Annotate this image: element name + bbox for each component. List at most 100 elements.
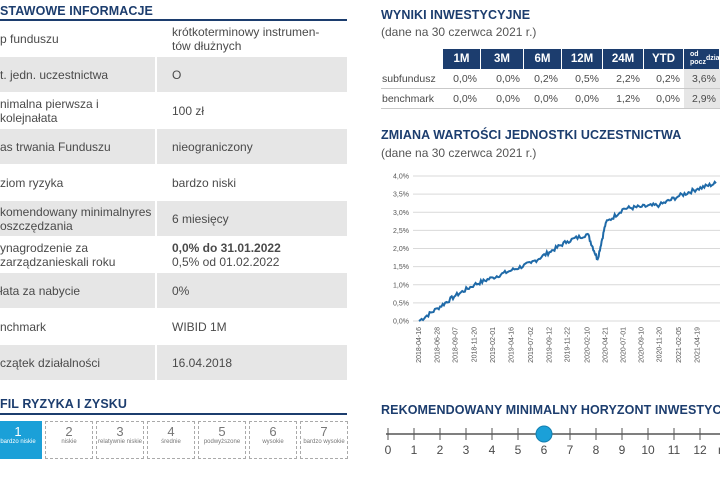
info-label-text: res oszczędzania [0,204,152,233]
y-tick-label: 3,5% [393,192,409,199]
horizon-tick-label: 5 [515,443,522,457]
y-tick-label: 2,5% [393,228,409,235]
horizon-tick-label: m [718,443,720,457]
results-cell: 0,0% [453,72,477,85]
info-row: łata za nabycie 0% [0,273,347,309]
info-title-rule [0,19,347,21]
y-tick-label: 0,0% [393,319,409,326]
results-col-header: 1M [443,49,481,69]
horizon-tick-label: 9 [619,443,626,457]
results-cell: 2,2% [616,72,640,85]
info-value-text: 100 zł [172,103,205,118]
results-cell: 0,0% [656,92,680,105]
horizon-tick-label: 8 [593,443,600,457]
info-label: nchmark [0,309,155,344]
info-value: krótkoterminowy instrumen-tów dłużnych [157,21,347,56]
risk-label: niskie [61,439,77,445]
y-tick-label: 1,5% [393,264,409,271]
x-tick-label: 2020-09-10 [639,327,646,363]
info-value: WIBID 1M [157,309,347,344]
risk-box: 2 niskie [45,421,93,459]
risk-label: podwyższone [203,439,241,445]
info-label: ziom ryzyka [0,165,155,200]
risk-number: 2 [65,424,73,439]
risk-label: średnie [161,439,181,445]
info-table: p funduszu krótkoterminowy instrumen-tów … [0,21,347,381]
x-tick-label: 2018-11-20 [471,327,478,362]
info-value: 100 zł [157,93,347,128]
info-value: nieograniczony [157,129,347,164]
risk-label: bardzo niskie [0,439,36,445]
x-tick-label: 2018-04-16 [416,327,423,363]
info-label-text: as trwania Funduszu [0,139,111,154]
info-label: komendowany minimalnyres oszczędzania [0,201,155,236]
risk-number: 7 [320,424,328,439]
info-row: nchmark WIBID 1M [0,309,347,345]
info-row: komendowany minimalnyres oszczędzania 6 m… [0,201,347,237]
x-tick-label: 2020-11-20 [657,327,664,362]
results-col-header: 3M [481,49,524,69]
risk-label: bardzo wysokie [303,439,345,445]
info-label-text: łata za nabycie [0,283,81,298]
info-row: as trwania Funduszu nieograniczony [0,129,347,165]
results-col-header-line: od pocz [690,51,706,66]
results-cell: 0,0% [575,92,599,105]
results-col-header-line: działalnoś [705,55,720,62]
horizon-tick-label: 1 [411,443,418,457]
results-col-header: 12M [562,49,603,69]
info-label: as trwania Funduszu [0,129,155,164]
results-cell: 1,2% [616,92,640,105]
info-label-text: skali roku [64,254,116,269]
x-tick-label: 2018-06-28 [435,327,442,363]
risk-number: 3 [116,424,124,439]
results-row-name: subfundusz [382,72,436,85]
chart-subtitle: (dane na 30 czerwca 2021 r.) [381,146,537,160]
x-tick-label: 2019-02-01 [490,327,497,363]
info-label: t. jedn. uczestnictwa [0,57,155,92]
results-row-name: benchmark [382,92,434,105]
horizon-marker [535,425,553,443]
info-value-text: nieograniczony [172,139,253,154]
info-value-text: 0% [172,283,190,298]
horizon-title: REKOMENDOWANY MINIMALNY HORYZONT INWESTY… [381,403,720,417]
x-tick-label: 2020-07-01 [621,327,628,363]
y-tick-label: 3,0% [393,210,409,217]
info-label: nimalna pierwsza i kolejnałata [0,93,155,128]
risk-number: 1 [14,424,22,439]
x-tick-label: 2019-07-02 [528,327,535,363]
horizon-scale: 0123456789101112m [385,425,720,457]
results-row: benchmark 0,0% 0,0% 0,0% 0,0% 1,2% 0,0% 2,9% [381,89,720,109]
info-label-text: nimalna pierwsza i kolejna [0,96,99,125]
results-cell: 0,0% [453,92,477,105]
horizon-tick-label: 12 [693,443,707,457]
x-tick-label: 2018-09-07 [453,327,460,363]
y-tick-label: 0,5% [393,300,409,307]
results-cell: 0,0% [534,92,558,105]
info-value-text: O [172,67,182,82]
results-col-header: 24M [603,49,644,69]
info-row: nimalna pierwsza i kolejnałata 100 zł [0,93,347,129]
x-tick-label: 2020-04-21 [603,327,610,363]
risk-box: 1 bardzo niskie [0,421,42,459]
x-tick-label: 2019-04-16 [509,327,516,363]
info-value: 0% [157,273,347,308]
x-tick-label: 2019-11-22 [564,327,571,362]
info-label-text: p funduszu [0,31,59,46]
info-row: czątek działalności 16.04.2018 [0,345,347,381]
results-col-header: YTD [644,49,684,69]
results-subtitle: (dane na 30 czerwca 2021 r.) [381,25,537,39]
risk-box: 7 bardzo wysokie [300,421,348,459]
results-cell: 2,9% [684,89,720,108]
info-row: ziom ryzyka bardzo niski [0,165,347,201]
info-label-text: ynagrodzenie za zarządzanie [0,240,89,269]
info-value: bardzo niski [157,165,347,200]
info-value-text: 6 miesięcy [172,211,229,226]
info-value: 0,0% do 31.01.2022 0,5% od 01.02.2022 [157,237,347,272]
info-value: O [157,57,347,92]
y-tick-label: 1,0% [393,282,409,289]
risk-label: wysokie [262,439,284,445]
series-line [418,180,717,322]
risk-number: 4 [167,424,175,439]
x-tick-label: 2020-02-10 [585,327,592,363]
risk-section-title: FIL RYZYKA I ZYSKU [0,397,128,411]
